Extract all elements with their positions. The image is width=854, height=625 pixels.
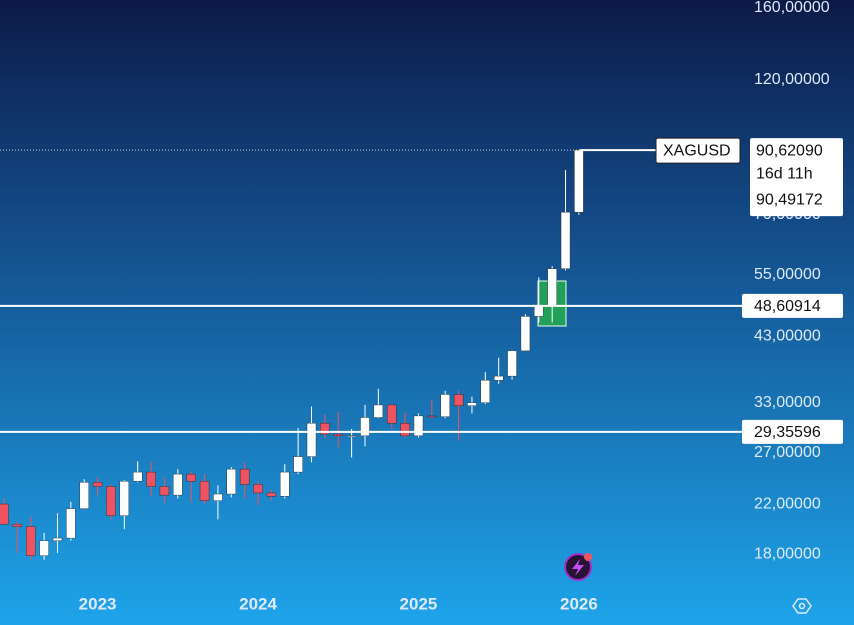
settings-icon[interactable] [792, 598, 812, 614]
candle-body [333, 433, 343, 437]
current-price-label: 90,62090 [756, 142, 823, 159]
candle-body [293, 456, 303, 473]
candle-body [92, 482, 103, 487]
price-label: 29,35596 [754, 424, 821, 441]
candle-body [520, 316, 531, 352]
symbol-box [655, 137, 741, 164]
countdown-label: 16d 11h [756, 165, 813, 182]
candle-body [534, 305, 544, 317]
candle-body [12, 523, 23, 527]
candle-body [52, 537, 63, 541]
candle-body [346, 435, 357, 438]
price-label-box [742, 293, 843, 318]
candle-body [79, 482, 89, 509]
candle-body [106, 486, 116, 516]
candle-body [507, 350, 517, 377]
candle-body [66, 508, 76, 539]
x-tick-label: 2025 [400, 594, 438, 613]
y-tick-label: 33,00000 [754, 394, 821, 411]
candle-body [320, 422, 330, 435]
candle-body [280, 471, 290, 497]
y-tick-label: 18,00000 [754, 545, 821, 562]
candle-body [306, 422, 317, 457]
y-tick-label: 27,00000 [754, 444, 821, 461]
y-tick-label: 160,00000 [754, 0, 830, 16]
candle-body [173, 473, 183, 496]
symbol-label: XAGUSD [663, 142, 731, 159]
candle-body [574, 149, 584, 213]
candle-body [413, 415, 424, 437]
candle-body [373, 404, 384, 418]
candle-body [213, 493, 223, 501]
candle-body [39, 540, 49, 556]
candle-body [493, 375, 504, 381]
x-tick-label: 2023 [79, 594, 117, 613]
candle-body [547, 268, 557, 307]
x-tick-label: 2024 [239, 594, 277, 613]
y-tick-label: 43,00000 [754, 328, 821, 345]
labels: 18,00000 22,00000 27,00000 33,00000 43,00000… [0, 0, 843, 614]
y-tick-label: 22,00000 [754, 495, 821, 512]
candle-body [239, 468, 250, 485]
candle-body [0, 503, 9, 525]
candle-body [199, 481, 210, 501]
settings-icon-dot [798, 602, 806, 610]
candle-body [440, 394, 450, 417]
alert-icon[interactable] [564, 553, 592, 581]
candle-body [560, 211, 571, 269]
candle-body [186, 473, 196, 482]
candle-body [226, 468, 236, 495]
candle-body [387, 404, 397, 424]
candle-body [480, 380, 491, 403]
candle-body [26, 526, 36, 556]
candle-body [266, 492, 277, 497]
candle-body [119, 481, 130, 516]
candle-body [146, 471, 156, 487]
candle-body [453, 394, 464, 406]
candle-body [132, 471, 143, 482]
price-label-box [742, 419, 843, 444]
current-price-box [750, 138, 843, 217]
second-price-label: 90,49172 [756, 191, 823, 208]
y-tick-label: 55,00000 [754, 266, 821, 283]
y-tick-label: 120,00000 [754, 71, 830, 88]
candle-body [159, 486, 170, 496]
candle-body [360, 417, 370, 437]
candle-body [427, 415, 437, 418]
candles [0, 149, 584, 560]
candle-body [400, 422, 410, 437]
candle-body [467, 402, 477, 406]
price-label: 48,60914 [754, 298, 821, 315]
x-tick-label: 2026 [560, 594, 598, 613]
candle-body [253, 484, 263, 494]
